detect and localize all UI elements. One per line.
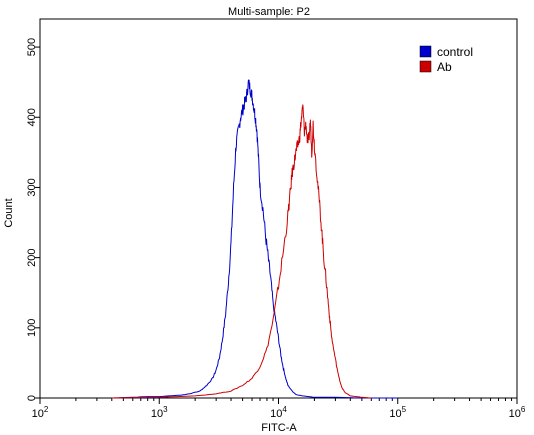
chart-title: Multi-sample: P2 — [228, 6, 310, 18]
legend-swatch-control — [419, 45, 432, 58]
y-tick-label: 100 — [26, 319, 38, 337]
legend-label-ab: Ab — [437, 60, 452, 74]
y-tick-label: 200 — [26, 248, 38, 266]
y-tick-label: 500 — [26, 38, 38, 56]
y-tick-label: 300 — [26, 178, 38, 196]
y-tick-label: 0 — [26, 395, 38, 401]
x-tick-label: 103 — [151, 405, 168, 420]
legend-swatch-ab — [419, 60, 432, 73]
x-tick-label: 102 — [32, 405, 49, 420]
legend-label-control: control — [437, 45, 473, 59]
x-tick-label: 104 — [270, 405, 287, 420]
plot-area: 0 100 200 300 400 500 102 103 104 105 106 — [26, 18, 526, 420]
y-tick-label: 400 — [26, 108, 38, 126]
y-axis-title: Count — [3, 198, 15, 227]
x-tick-label: 106 — [509, 405, 526, 420]
series-line-ab — [111, 104, 372, 399]
x-tick-label: 105 — [389, 405, 406, 420]
series-line-control — [111, 79, 398, 399]
x-axis-title: FITC-A — [261, 422, 297, 434]
